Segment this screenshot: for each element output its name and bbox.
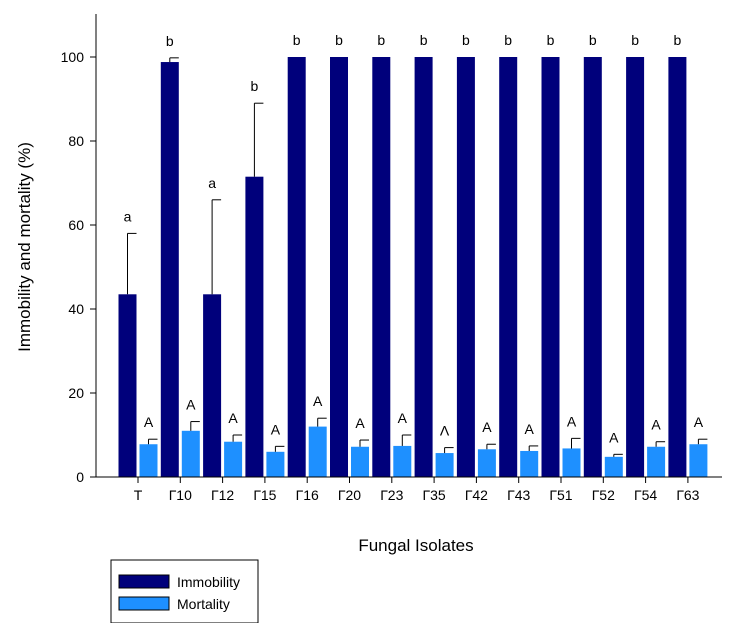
- axes-layer: [90, 14, 722, 483]
- y-axis-title: Immobility and mortality (%): [15, 142, 34, 352]
- y-tick-label-0: 0: [76, 469, 84, 485]
- x-tick-label-0: T: [134, 487, 143, 503]
- x-tick-label-13: Г63: [676, 487, 699, 503]
- significance-label-mortality-6: A: [398, 410, 408, 426]
- y-tick-label-2: 40: [68, 301, 84, 317]
- legend: Immobility Mortality: [110, 559, 259, 623]
- x-tick-label-12: Г54: [634, 487, 657, 503]
- bar-immobility-9: [499, 57, 518, 477]
- significance-label-immobility-11: b: [589, 32, 597, 48]
- legend-swatch-immobility: [118, 574, 170, 589]
- bar-mortality-10: [562, 448, 581, 477]
- significance-label-mortality-9: A: [525, 421, 535, 437]
- significance-label-immobility-8: b: [462, 32, 470, 48]
- bar-mortality-8: [477, 449, 496, 477]
- significance-label-immobility-7: b: [420, 32, 428, 48]
- significance-label-mortality-4: A: [313, 393, 323, 409]
- y-tick-label-5: 100: [61, 49, 85, 65]
- significance-label-immobility-1: b: [166, 33, 174, 49]
- bar-immobility-12: [626, 57, 645, 477]
- legend-label-immobility: Immobility: [177, 574, 240, 590]
- significance-label-immobility-10: b: [547, 32, 555, 48]
- bar-immobility-11: [583, 57, 602, 477]
- bar-mortality-12: [647, 446, 666, 477]
- bar-mortality-6: [393, 445, 412, 477]
- significance-label-immobility-9: b: [504, 32, 512, 48]
- x-tick-label-9: Г43: [507, 487, 530, 503]
- y-tick-label-4: 80: [68, 133, 84, 149]
- significance-label-mortality-7: Λ: [440, 423, 450, 439]
- bar-immobility-0: [118, 294, 137, 477]
- bar-mortality-5: [351, 446, 369, 477]
- significance-label-mortality-0: A: [144, 414, 154, 430]
- significance-label-mortality-8: A: [482, 419, 492, 435]
- x-tick-label-5: Г20: [338, 487, 361, 503]
- significance-label-mortality-12: A: [651, 417, 661, 433]
- legend-swatch-mortality: [118, 596, 170, 611]
- y-tick-label-1: 20: [68, 385, 84, 401]
- significance-label-immobility-13: b: [674, 32, 682, 48]
- bar-immobility-5: [330, 57, 348, 477]
- bar-mortality-3: [266, 451, 285, 477]
- bar-immobility-10: [541, 57, 560, 477]
- bar-immobility-3: [245, 176, 264, 477]
- significance-label-immobility-0: a: [124, 208, 132, 224]
- x-tick-label-6: Г23: [380, 487, 403, 503]
- labels-layer: a A Tb A Г10 a A Г12 b A Г15 b A Г16 b A Г20 b A Г23 b Λ Г35 b A…: [61, 32, 704, 503]
- bar-immobility-8: [456, 57, 475, 477]
- bar-mortality-13: [689, 444, 708, 477]
- legend-frame: [110, 559, 259, 623]
- x-tick-label-10: Г51: [549, 487, 572, 503]
- significance-label-mortality-1: A: [186, 397, 196, 413]
- legend-label-mortality: Mortality: [177, 596, 230, 612]
- significance-label-immobility-6: b: [377, 32, 385, 48]
- x-tick-label-8: Г42: [465, 487, 488, 503]
- bar-mortality-9: [520, 450, 539, 477]
- bar-immobility-4: [287, 57, 306, 477]
- y-tick-label-3: 60: [68, 217, 84, 233]
- significance-label-mortality-5: A: [355, 415, 365, 431]
- x-axis-title: Fungal Isolates: [358, 536, 473, 555]
- bar-mortality-1: [181, 430, 200, 477]
- significance-label-mortality-3: A: [271, 421, 281, 437]
- x-tick-label-7: Г35: [423, 487, 446, 503]
- bars-layer: [118, 57, 708, 477]
- x-tick-label-3: Г15: [253, 487, 276, 503]
- significance-label-immobility-4: b: [293, 32, 301, 48]
- bar-mortality-2: [224, 441, 243, 477]
- x-tick-label-4: Г16: [296, 487, 319, 503]
- significance-label-mortality-11: A: [609, 429, 619, 445]
- bar-immobility-6: [372, 57, 391, 477]
- significance-label-immobility-2: a: [208, 175, 216, 191]
- significance-label-immobility-5: b: [335, 32, 343, 48]
- significance-label-mortality-10: A: [567, 413, 577, 429]
- bar-mortality-7: [435, 453, 454, 477]
- x-tick-label-11: Г52: [592, 487, 615, 503]
- bar-mortality-11: [604, 456, 623, 477]
- bar-mortality-4: [308, 426, 327, 477]
- significance-label-mortality-2: A: [228, 410, 238, 426]
- bar-immobility-2: [203, 294, 222, 477]
- significance-label-immobility-12: b: [631, 32, 639, 48]
- significance-label-immobility-3: b: [251, 78, 259, 94]
- bar-immobility-13: [668, 57, 687, 477]
- significance-label-mortality-13: A: [694, 414, 704, 430]
- bar-immobility-1: [160, 62, 179, 477]
- bar-mortality-0: [139, 444, 158, 477]
- x-tick-label-1: Г10: [169, 487, 192, 503]
- bar-immobility-7: [414, 57, 433, 477]
- x-tick-label-2: Г12: [211, 487, 234, 503]
